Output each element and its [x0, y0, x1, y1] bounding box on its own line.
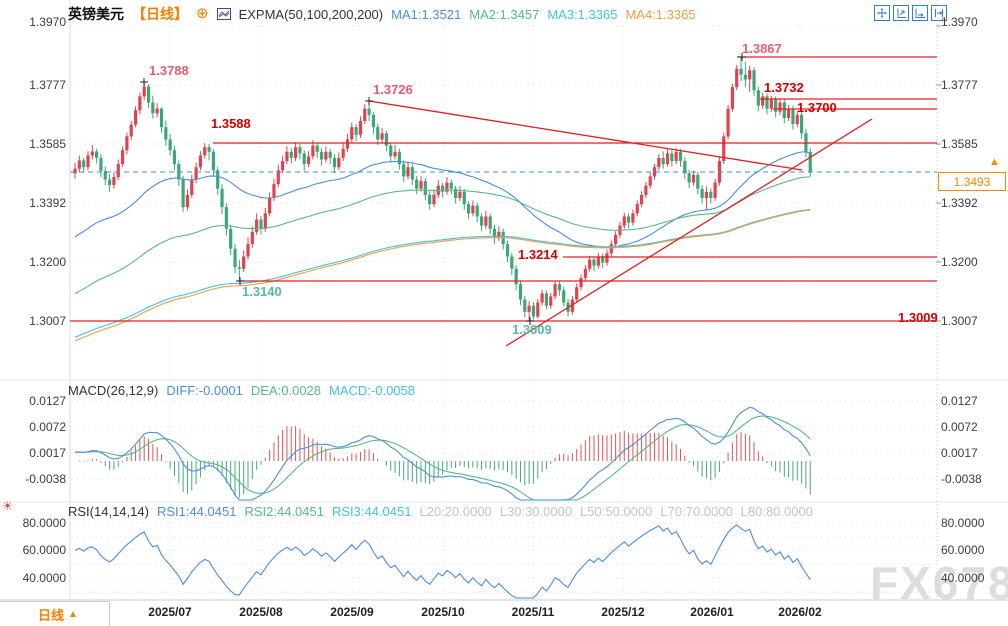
- price-up-arrow-icon: ▲: [989, 156, 1000, 168]
- timeframe-arrow-icon: ▲: [68, 608, 78, 620]
- add-indicator-icon[interactable]: ⊕: [196, 5, 209, 22]
- macd-axis-label-right: 0.0072: [941, 420, 978, 434]
- candles-layer: [73, 57, 812, 322]
- price-axis-label-left: 1.3200: [29, 255, 66, 269]
- price-annotation: 1.3700: [797, 100, 837, 115]
- pan-tool-icon[interactable]: [874, 5, 890, 21]
- macd-axis-label-left: 0.0127: [29, 394, 66, 408]
- indicator-label[interactable]: EXPMA(50,100,200,200): [238, 6, 384, 22]
- rsi-axis-label-left: 40.0000: [22, 571, 66, 585]
- macd-header: MACD(26,12,9) DIFF:-0.0001 DEA:0.0028 MA…: [68, 383, 415, 398]
- rsi3-value: RSI3:44.0451: [331, 504, 412, 519]
- x-axis-month-label: 2025/12: [601, 605, 645, 619]
- macd-axis-label-left: 0.0072: [29, 420, 66, 434]
- chart-header: 英镑美元 【日线】 ⊕ EXPMA(50,100,200,200) MA1:1.…: [68, 4, 696, 24]
- timeframe-label: 日线: [38, 607, 65, 623]
- price-axis-label-left: 1.3392: [29, 196, 66, 210]
- macd-axis-label-right: -0.0038: [941, 472, 982, 486]
- price-axis-label-right: 1.3970: [941, 15, 978, 29]
- price-annotation: 1.3140: [242, 284, 282, 299]
- x-axis-month-label: 2025/11: [511, 605, 555, 619]
- price-annotation: 1.3009: [512, 322, 552, 337]
- price-axis-label-right: 1.3777: [941, 78, 978, 92]
- rsi-axis-label-left: 60.0000: [22, 543, 66, 557]
- rsi-l50-label: L50:50.0000: [580, 504, 653, 519]
- rsi-axis-label-right: 40.0000: [941, 571, 985, 585]
- price-annotation: 1.3214: [518, 247, 558, 262]
- price-axis-label-right: 1.3007: [941, 314, 978, 328]
- fit-horizontal-icon[interactable]: [912, 5, 928, 21]
- price-axis-label-right: 1.3585: [941, 137, 978, 151]
- rsi-l30-label: L30:30.0000: [499, 504, 573, 519]
- price-axis-label-left: 1.3970: [29, 15, 66, 29]
- rsi-l80-label: L80:80.0000: [740, 504, 813, 519]
- rsi-layer: [74, 524, 811, 599]
- move-right-icon[interactable]: [931, 5, 947, 21]
- chart-toolbar: [874, 5, 947, 21]
- price-axis-label-right: 1.3200: [941, 255, 978, 269]
- fit-vertical-icon[interactable]: [893, 5, 909, 21]
- rsi-l70-label: L70:70.0000: [660, 504, 733, 519]
- watermark: FX678: [870, 557, 1008, 609]
- price-annotation: 1.3732: [764, 80, 804, 95]
- ma-layer: [74, 151, 811, 342]
- rsi1-value: RSI1:44.0451: [156, 504, 237, 519]
- rsi-header: RSI(14,14,14) RSI1:44.0451 RSI2:44.0451 …: [68, 504, 813, 519]
- rsi-l20-label: L20:20.0000: [419, 504, 492, 519]
- rsi-axis-label-right: 80.0000: [941, 516, 985, 530]
- levels-layer: [70, 56, 937, 347]
- ma4-value: MA4:1.3365: [625, 6, 696, 22]
- x-axis-month-label: 2025/09: [330, 605, 374, 619]
- macd-title[interactable]: MACD(26,12,9): [68, 383, 159, 398]
- current-price-badge: 1.3493: [938, 172, 1006, 191]
- period-tag[interactable]: 【日线】: [132, 6, 188, 22]
- x-axis-month-label: 2025/08: [239, 605, 283, 619]
- timeframe-selector[interactable]: 日线 ▲: [0, 601, 110, 626]
- chart-type-icon[interactable]: [216, 8, 231, 20]
- macd-dea-value: DEA:0.0028: [250, 383, 322, 398]
- rsi2-value: RSI2:44.0451: [244, 504, 324, 519]
- price-axis-label-right: 1.3392: [941, 196, 978, 210]
- price-axis-label-left: 1.3585: [29, 137, 66, 151]
- price-annotation: 1.3588: [211, 116, 251, 131]
- price-annotation: 1.3867: [742, 41, 782, 56]
- price-axis-label-left: 1.3007: [29, 314, 66, 328]
- price-annotation: 1.3009: [898, 310, 938, 325]
- ma2-value: MA2:1.3457: [469, 6, 540, 22]
- price-annotation: 1.3726: [373, 82, 413, 97]
- x-axis-month-label: 2025/10: [421, 605, 465, 619]
- rsi-title[interactable]: RSI(14,14,14): [68, 504, 149, 519]
- price-annotation: 1.3788: [149, 63, 189, 78]
- ma3-value: MA3:1.3365: [547, 6, 618, 22]
- x-axis-month-label: 2026/01: [690, 605, 734, 619]
- settings-sun-icon[interactable]: ☀: [2, 499, 13, 513]
- symbol-name: 英镑美元: [68, 6, 124, 22]
- x-axis-month-label: 2025/07: [148, 605, 192, 619]
- macd-axis-label-left: 0.0017: [29, 446, 66, 460]
- macd-diff-value: DIFF:-0.0001: [166, 383, 243, 398]
- ma1-value: MA1:1.3521: [391, 6, 462, 22]
- macd-axis-label-left: -0.0038: [25, 472, 66, 486]
- macd-macd-value: MACD:-0.0058: [329, 383, 415, 398]
- rsi-axis-label-left: 80.0000: [22, 516, 66, 530]
- price-axis-label-left: 1.3777: [29, 78, 66, 92]
- rsi-axis-label-right: 60.0000: [941, 543, 985, 557]
- macd-layer: [74, 406, 811, 501]
- macd-axis-label-right: 0.0017: [941, 446, 978, 460]
- x-axis-month-label: 2026/02: [778, 605, 822, 619]
- swing-markers-layer: [140, 53, 746, 325]
- macd-axis-label-right: 0.0127: [941, 394, 978, 408]
